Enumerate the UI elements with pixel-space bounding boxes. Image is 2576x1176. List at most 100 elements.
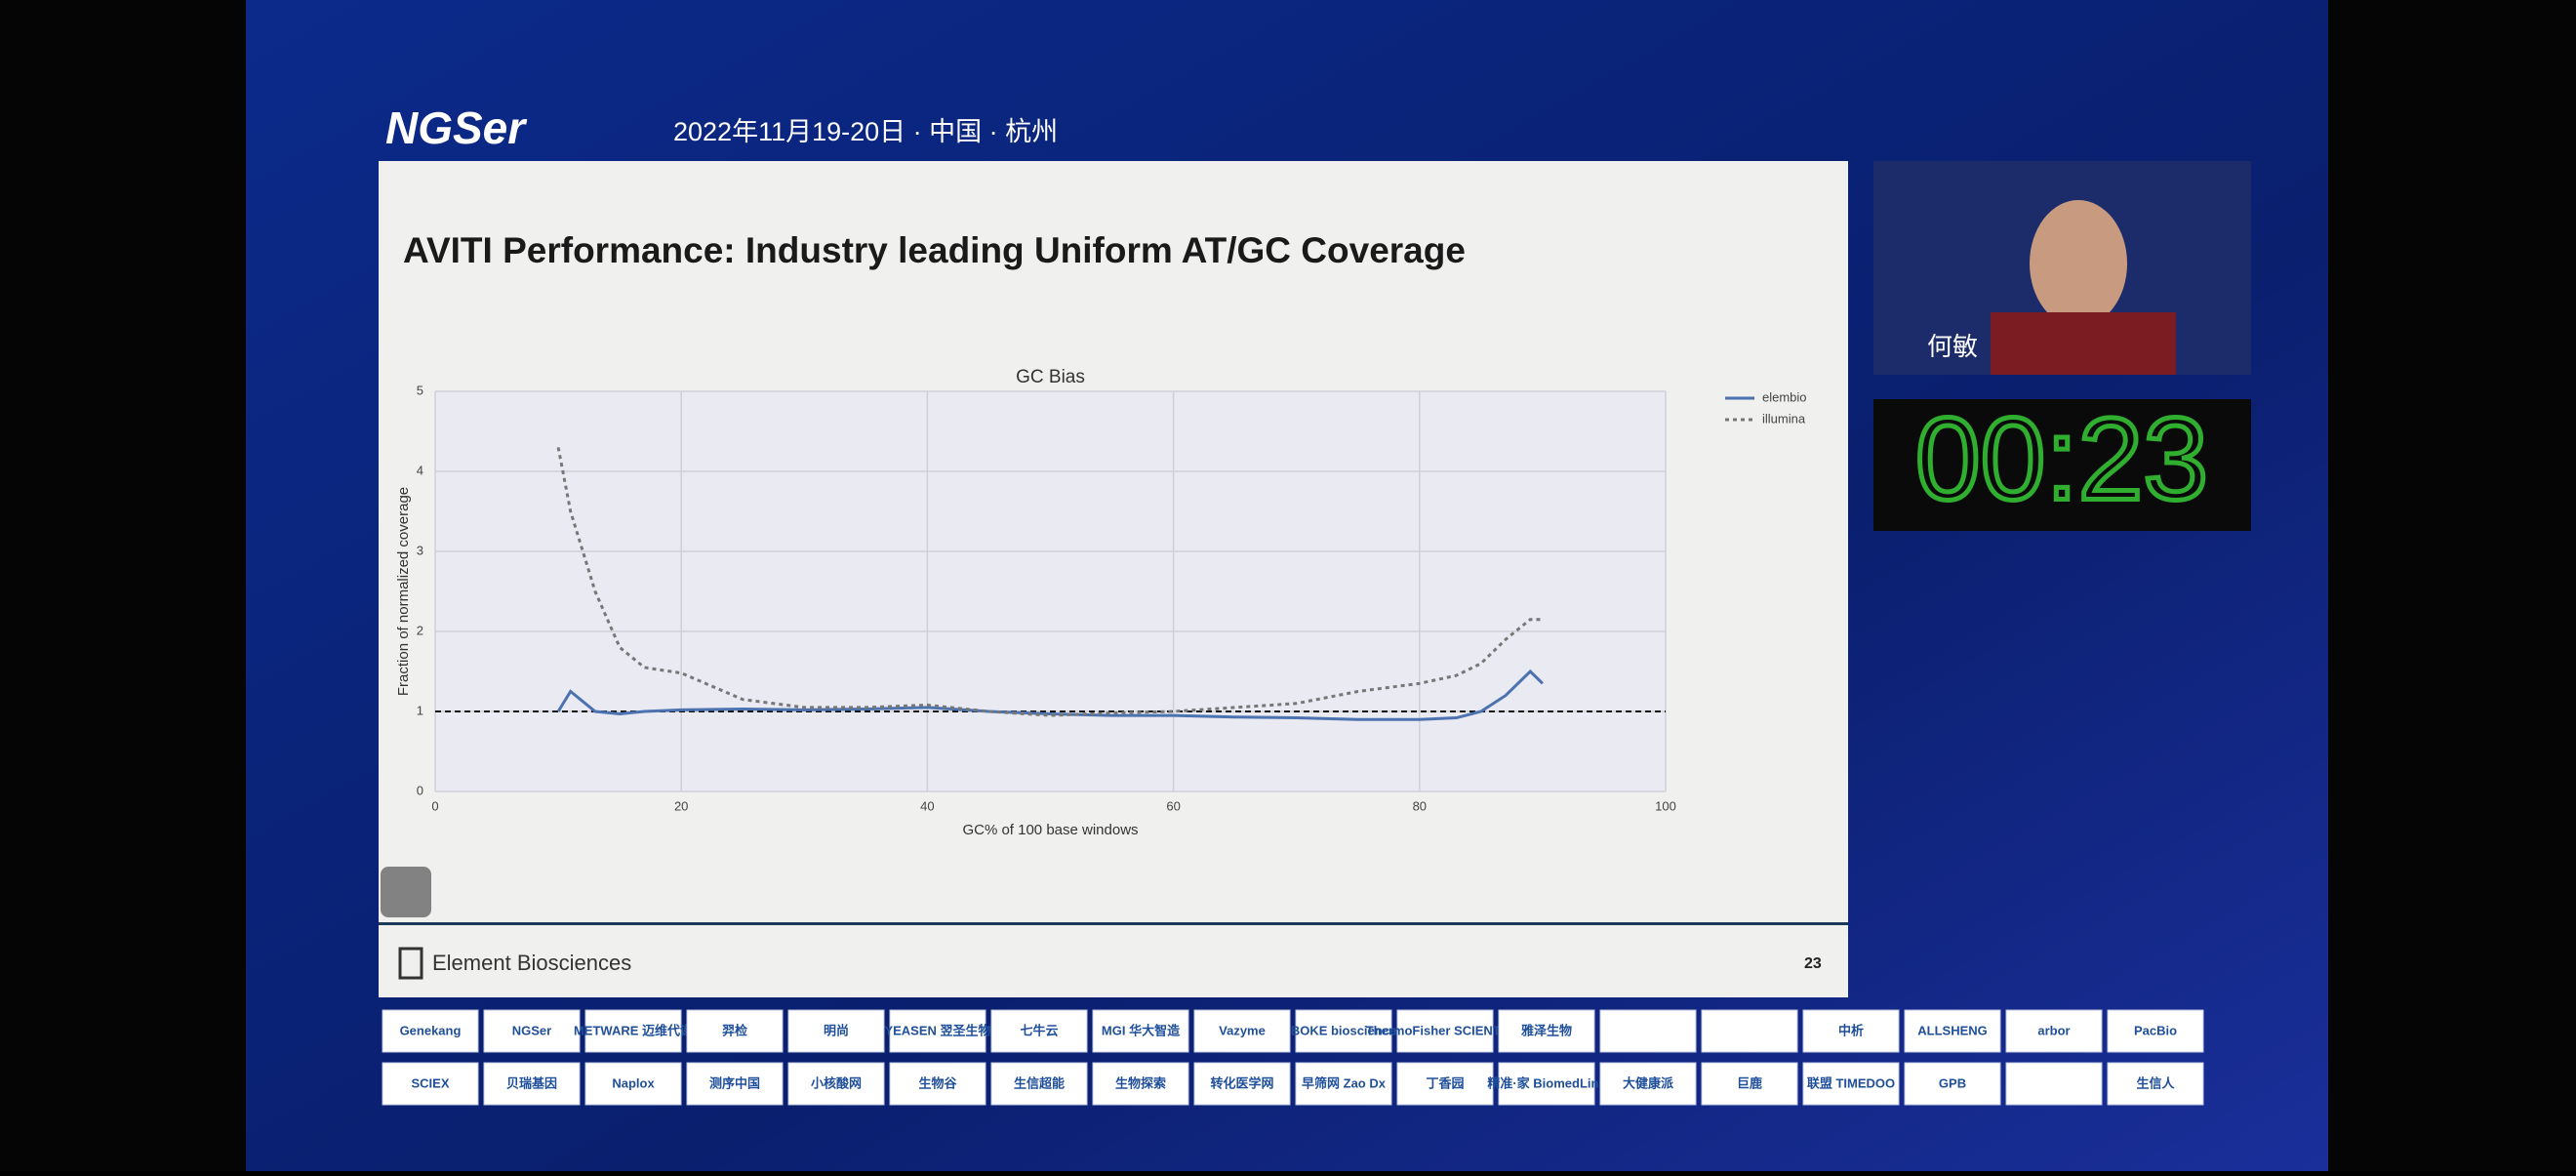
sponsor-logo — [1295, 1062, 1392, 1106]
sponsor-name: 生信人 — [2136, 1075, 2175, 1090]
menu-button[interactable] — [381, 867, 431, 917]
x-tick-label: 80 — [1413, 798, 1427, 813]
event-logo: NGSer — [385, 102, 527, 153]
sponsor-name: 生物谷 — [918, 1075, 957, 1090]
sponsor-name: 贝瑞基因 — [506, 1075, 557, 1090]
slide-title: AVITI Performance: Industry leading Unif… — [403, 230, 1466, 270]
y-tick-label: 5 — [417, 383, 423, 397]
sponsor-name: MGI 华大智造 — [1102, 1023, 1181, 1037]
x-tick-label: 60 — [1166, 798, 1180, 813]
y-tick-label: 1 — [417, 703, 423, 717]
sponsor-logo — [1193, 1062, 1291, 1106]
sponsor-name: 精准·家 BiomedLink — [1487, 1075, 1606, 1090]
legend-label: illumina — [1762, 411, 1806, 426]
y-tick-label: 4 — [417, 463, 423, 477]
sponsor-name: PacBio — [2134, 1023, 2177, 1037]
x-tick-label: 0 — [431, 798, 438, 813]
sponsor-name: GPB — [1939, 1075, 1966, 1090]
sponsor-logo — [483, 1062, 581, 1106]
sponsor-logo — [1396, 1062, 1494, 1106]
timer: 00:23 — [1915, 394, 2208, 525]
sponsor-logo — [1599, 1062, 1697, 1106]
sponsor-logo — [1904, 1009, 2001, 1053]
legend-label: elembio — [1762, 389, 1807, 404]
chart-title: GC Bias — [1016, 367, 1085, 387]
data-line — [556, 447, 1543, 717]
sponsor-name: 明尚 — [824, 1023, 849, 1037]
y-tick-label: 3 — [417, 543, 423, 557]
sponsor-logo — [1092, 1009, 1189, 1053]
company-icon — [398, 947, 423, 980]
sponsor-logo — [1802, 1009, 1900, 1053]
sponsor-logo — [1193, 1009, 1291, 1053]
sponsor-name: 转化医学网 — [1210, 1075, 1273, 1090]
sponsor-name: SCIEX — [411, 1075, 449, 1090]
sponsor-logo — [584, 1009, 682, 1053]
y-axis-label: Fraction of normalized coverage — [395, 487, 412, 696]
sponsor-name: YEASEN 翌圣生物 — [884, 1023, 990, 1037]
plot-area — [435, 391, 1666, 791]
sponsor-name: 测序中国 — [709, 1075, 760, 1090]
data-line — [556, 669, 1544, 721]
sponsor-name: Genekang — [400, 1023, 462, 1037]
x-axis-label: GC% of 100 base windows — [962, 822, 1138, 838]
sponsor-logo — [584, 1062, 682, 1106]
timer-box — [1873, 399, 2251, 531]
sponsor-logo — [1802, 1062, 1900, 1106]
sponsor-name: 生信超能 — [1014, 1075, 1065, 1090]
company-name: Element Biosciences — [432, 951, 631, 975]
sponsor-name: BOKE bioscience — [1291, 1023, 1396, 1037]
sponsor-name: NGSer — [512, 1023, 551, 1037]
sponsor-name: 羿检 — [722, 1023, 747, 1037]
sponsor-logo — [990, 1009, 1088, 1053]
speaker-name: 何敏 — [1927, 332, 1978, 361]
sponsor-name: 早筛网 Zao Dx — [1302, 1075, 1387, 1090]
sponsor-name: 小核酸网 — [811, 1075, 862, 1090]
sponsor-logo — [1599, 1009, 1697, 1053]
sponsor-name: 联盟 TIMEDOO — [1807, 1075, 1895, 1090]
sponsor-name: 雅泽生物 — [1521, 1023, 1572, 1037]
sponsor-logo — [787, 1062, 885, 1106]
sponsor-logo — [2005, 1062, 2103, 1106]
speaker-face — [2030, 200, 2127, 327]
sponsor-logo — [483, 1009, 581, 1053]
sponsor-name: ThermoFisher SCIENTIFIC — [1366, 1023, 1525, 1037]
sponsor-logo — [1092, 1062, 1189, 1106]
sponsor-logo — [889, 1062, 986, 1106]
sponsor-logo — [1396, 1009, 1494, 1053]
sponsor-logo — [889, 1009, 986, 1053]
sponsor-logo — [1701, 1009, 1798, 1053]
sponsor-logo — [990, 1062, 1088, 1106]
sponsor-name: Vazyme — [1219, 1023, 1266, 1037]
sponsor-logo — [1295, 1009, 1392, 1053]
sponsor-logo — [2107, 1009, 2204, 1053]
x-tick-label: 100 — [1655, 798, 1676, 813]
sponsor-name: METWARE 迈维代谢 — [574, 1023, 693, 1037]
sponsor-logo — [686, 1009, 784, 1053]
slide-divider — [379, 922, 1848, 925]
sponsor-name: ALLSHENG — [1917, 1023, 1988, 1037]
sponsor-logo — [1498, 1062, 1595, 1106]
sponsor-logo — [1498, 1009, 1595, 1053]
sponsor-logo — [1904, 1062, 2001, 1106]
speaker-body — [1991, 312, 2176, 375]
sponsor-name: 生物探索 — [1115, 1075, 1166, 1090]
sponsor-logo — [787, 1009, 885, 1053]
sponsor-logo — [686, 1062, 784, 1106]
x-tick-label: 40 — [920, 798, 934, 813]
sponsor-name: 大健康派 — [1623, 1075, 1674, 1090]
y-tick-label: 0 — [417, 783, 423, 797]
event-date: 2022年11月19-20日 · 中国 · 杭州 — [673, 117, 1058, 146]
sponsor-logo — [382, 1009, 479, 1053]
sponsor-name: 丁香园 — [1426, 1075, 1464, 1090]
sponsor-name: 中析 — [1838, 1023, 1864, 1037]
page-number: 23 — [1804, 955, 1822, 972]
sponsor-logo — [382, 1062, 479, 1106]
sponsor-name: Naplox — [612, 1075, 655, 1090]
sponsor-name: 巨鹿 — [1737, 1075, 1762, 1090]
sponsor-name: 七牛云 — [1020, 1023, 1058, 1037]
x-tick-label: 20 — [674, 798, 688, 813]
sponsor-logo — [2107, 1062, 2204, 1106]
sponsor-logo — [2005, 1009, 2103, 1053]
